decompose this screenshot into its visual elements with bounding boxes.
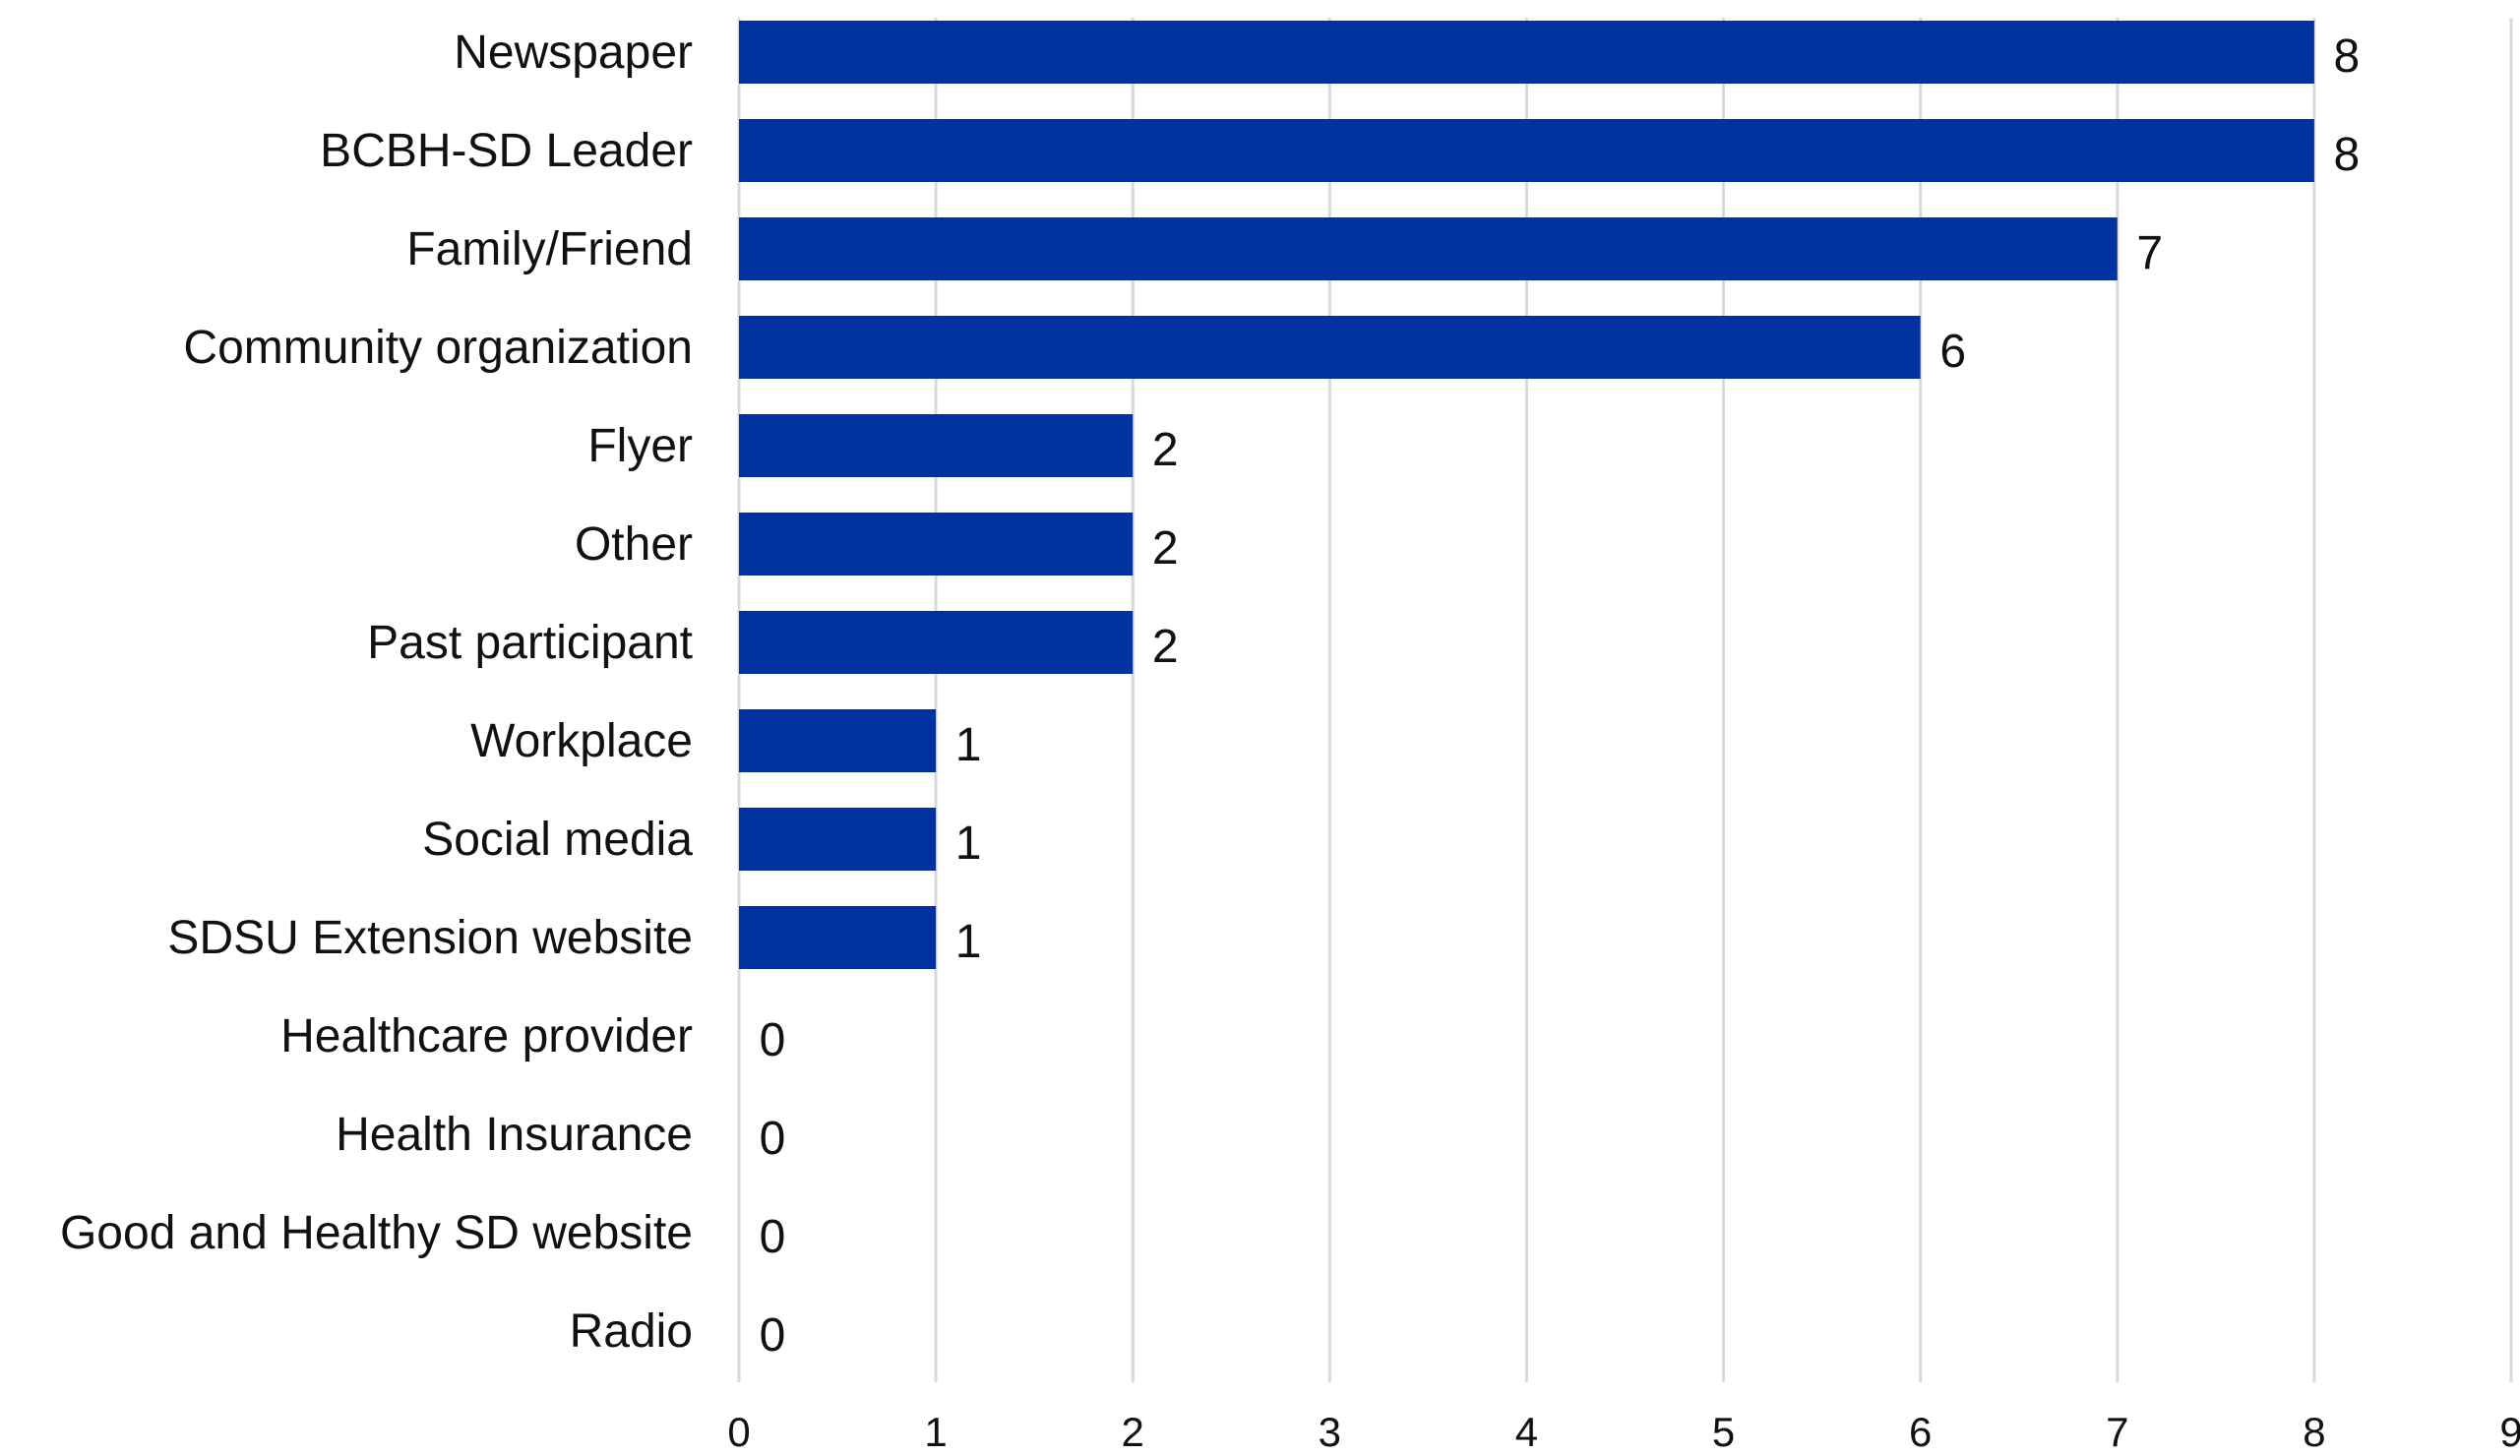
data-label: 2: [1152, 621, 1179, 673]
x-tick-label: 9: [2499, 1409, 2520, 1455]
data-labels: 8 8 7 6 2 2 2 1 1 1 0 0 0 0: [760, 30, 2361, 1362]
data-label: 1: [955, 719, 982, 771]
x-tick-label: 1: [924, 1409, 947, 1455]
bar: [739, 611, 1134, 674]
category-label: Social media: [422, 814, 693, 866]
data-label: 2: [1152, 424, 1179, 476]
x-tick-label: 5: [1712, 1409, 1735, 1455]
category-label: BCBH-SD Leader: [320, 125, 693, 177]
data-label: 0: [760, 1113, 786, 1165]
bar: [739, 906, 937, 969]
bar: [739, 414, 1134, 477]
x-tick-label: 7: [2106, 1409, 2128, 1455]
x-tick-label: 6: [1909, 1409, 1932, 1455]
bar: [739, 119, 2314, 182]
data-label: 2: [1152, 522, 1179, 575]
data-label: 1: [955, 818, 982, 870]
data-label: 7: [2136, 227, 2163, 279]
category-label: SDSU Extension website: [167, 912, 693, 964]
category-label: Radio: [570, 1305, 693, 1358]
x-tick-label: 4: [1515, 1409, 1538, 1455]
x-axis-ticks: 0 1 2 3 4 5 6 7 8 9: [727, 1409, 2520, 1455]
data-label: 0: [760, 1211, 786, 1263]
category-label: Community organization: [183, 322, 693, 374]
category-label: Good and Healthy SD website: [60, 1207, 693, 1259]
bar: [739, 21, 2314, 84]
category-label: Workplace: [470, 715, 693, 767]
data-label: 8: [2334, 30, 2361, 83]
bar: [739, 513, 1134, 576]
bars: [739, 21, 2314, 969]
data-label: 8: [2334, 129, 2361, 181]
category-label: Other: [575, 518, 693, 571]
category-label: Health Insurance: [336, 1109, 693, 1161]
category-label: Healthcare provider: [280, 1010, 693, 1062]
x-tick-label: 2: [1122, 1409, 1144, 1455]
bar: [739, 709, 937, 772]
bar: [739, 808, 937, 871]
x-tick-label: 0: [727, 1409, 750, 1455]
category-label: Family/Friend: [406, 223, 693, 275]
x-tick-label: 3: [1319, 1409, 1341, 1455]
bar: [739, 316, 1921, 379]
data-label: 0: [760, 1309, 786, 1362]
category-label: Newspaper: [454, 27, 693, 79]
category-labels: Newspaper BCBH-SD Leader Family/Friend Comm…: [60, 27, 693, 1358]
data-label: 0: [760, 1014, 786, 1066]
category-label: Past participant: [367, 617, 693, 669]
x-tick-label: 8: [2303, 1409, 2325, 1455]
data-label: 6: [1939, 326, 1966, 378]
category-label: Flyer: [587, 420, 693, 472]
bar: [739, 217, 2118, 280]
data-label: 1: [955, 916, 982, 968]
